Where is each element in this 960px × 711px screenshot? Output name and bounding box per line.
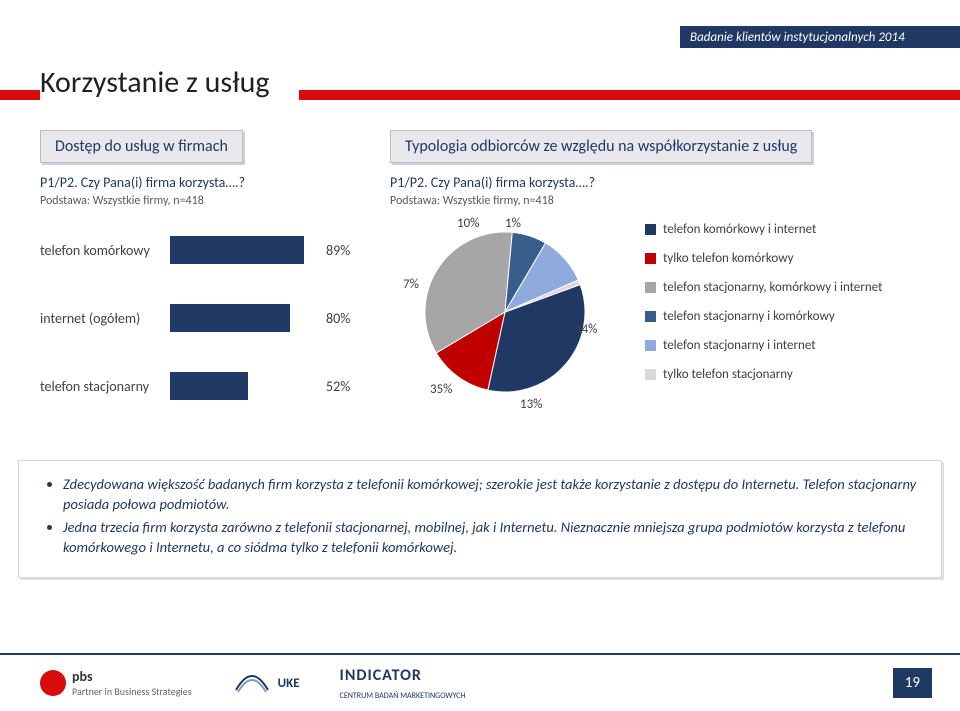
legend-item: telefon stacjonarny i internet [645, 338, 935, 353]
legend-swatch [645, 253, 656, 264]
logo-indicator: INDICATOR CENTRUM BADAŃ MARKETINGOWYCH [340, 666, 466, 701]
legend-label: telefon stacjonarny i komórkowy [663, 309, 835, 324]
pie-slice-label: 10% [457, 216, 479, 231]
bar-label: telefon komórkowy [40, 242, 170, 259]
legend-label: telefon stacjonarny i internet [663, 338, 816, 353]
pbs-tagline: Partner in Business Strategies [72, 685, 192, 698]
bar-row: telefon komórkowy 89% [40, 230, 360, 270]
legend-swatch [645, 369, 656, 380]
pbs-disc-icon [40, 670, 66, 696]
pie-slice-label: 35% [430, 382, 452, 397]
bar-row: internet (ogółem) 80% [40, 298, 360, 338]
pbs-name: pbs [72, 668, 192, 685]
footer-logos: pbs Partner in Business Strategies UKE I… [40, 666, 465, 701]
pie-slice-label: 13% [520, 397, 542, 412]
legend-item: tylko telefon stacjonarny [645, 367, 935, 382]
bar-track [170, 304, 320, 332]
legend-item: telefon stacjonarny, komórkowy i interne… [645, 280, 935, 295]
bar-value: 80% [326, 310, 350, 327]
legend-item: tylko telefon komórkowy [645, 251, 935, 266]
bar-value: 89% [326, 242, 350, 259]
summary-box: Zdecydowana większość badanych firm korz… [18, 460, 942, 578]
title-wrap: Korzystanie z usług [40, 54, 440, 110]
base-right: Podstawa: Wszystkie firmy, n=418 [390, 194, 554, 208]
bar-chart: telefon komórkowy 89% internet (ogółem) 80%… [40, 230, 360, 434]
uke-name: UKE [278, 676, 300, 691]
bar-row: telefon stacjonarny 52% [40, 366, 360, 406]
bar-fill [170, 372, 248, 400]
bar-fill [170, 304, 290, 332]
footer: pbs Partner in Business Strategies UKE I… [0, 653, 960, 711]
logo-uke: UKE [232, 668, 300, 698]
header-badge: Badanie klientów instytucjonalnych 2014 [680, 26, 960, 48]
question-left: P1/P2. Czy Pana(i) firma korzysta….? [40, 174, 245, 191]
legend-swatch [645, 224, 656, 235]
legend-label: telefon stacjonarny, komórkowy i interne… [663, 280, 882, 295]
bar-fill [170, 236, 304, 264]
indicator-name: INDICATOR [340, 666, 422, 685]
page-number: 19 [893, 668, 932, 698]
subhead-right: Typologia odbiorców ze względu na współk… [390, 130, 812, 163]
uke-icon [232, 668, 272, 698]
summary-bullet: Zdecydowana większość badanych firm korz… [63, 475, 923, 514]
legend-label: tylko telefon stacjonarny [663, 367, 793, 382]
legend-swatch [645, 282, 656, 293]
subhead-left: Dostęp do usług w firmach [40, 130, 243, 163]
bar-track [170, 236, 320, 264]
bar-track [170, 372, 320, 400]
legend-swatch [645, 311, 656, 322]
summary-bullet: Jedna trzecia firm korzysta zarówno z te… [63, 518, 923, 557]
pie-chart: 34%13%35%7%10%1% [415, 222, 615, 422]
legend-label: tylko telefon komórkowy [663, 251, 793, 266]
bar-label: internet (ogółem) [40, 310, 170, 327]
legend-item: telefon stacjonarny i komórkowy [645, 309, 935, 324]
bar-value: 52% [326, 378, 350, 395]
pie-slice-label: 1% [505, 216, 521, 231]
pie-slice-label: 34% [575, 322, 597, 337]
logo-pbs: pbs Partner in Business Strategies [40, 668, 192, 698]
page-title: Korzystanie z usług [40, 64, 299, 101]
question-right: P1/P2. Czy Pana(i) firma korzysta….? [390, 174, 595, 191]
bar-label: telefon stacjonarny [40, 378, 170, 395]
legend: telefon komórkowy i internet tylko telefo… [645, 222, 935, 396]
base-left: Podstawa: Wszystkie firmy, n=418 [40, 194, 204, 208]
pie-slice-label: 7% [403, 277, 419, 292]
legend-item: telefon komórkowy i internet [645, 222, 935, 237]
legend-label: telefon komórkowy i internet [663, 222, 816, 237]
legend-swatch [645, 340, 656, 351]
indicator-tagline: CENTRUM BADAŃ MARKETINGOWYCH [340, 691, 466, 701]
